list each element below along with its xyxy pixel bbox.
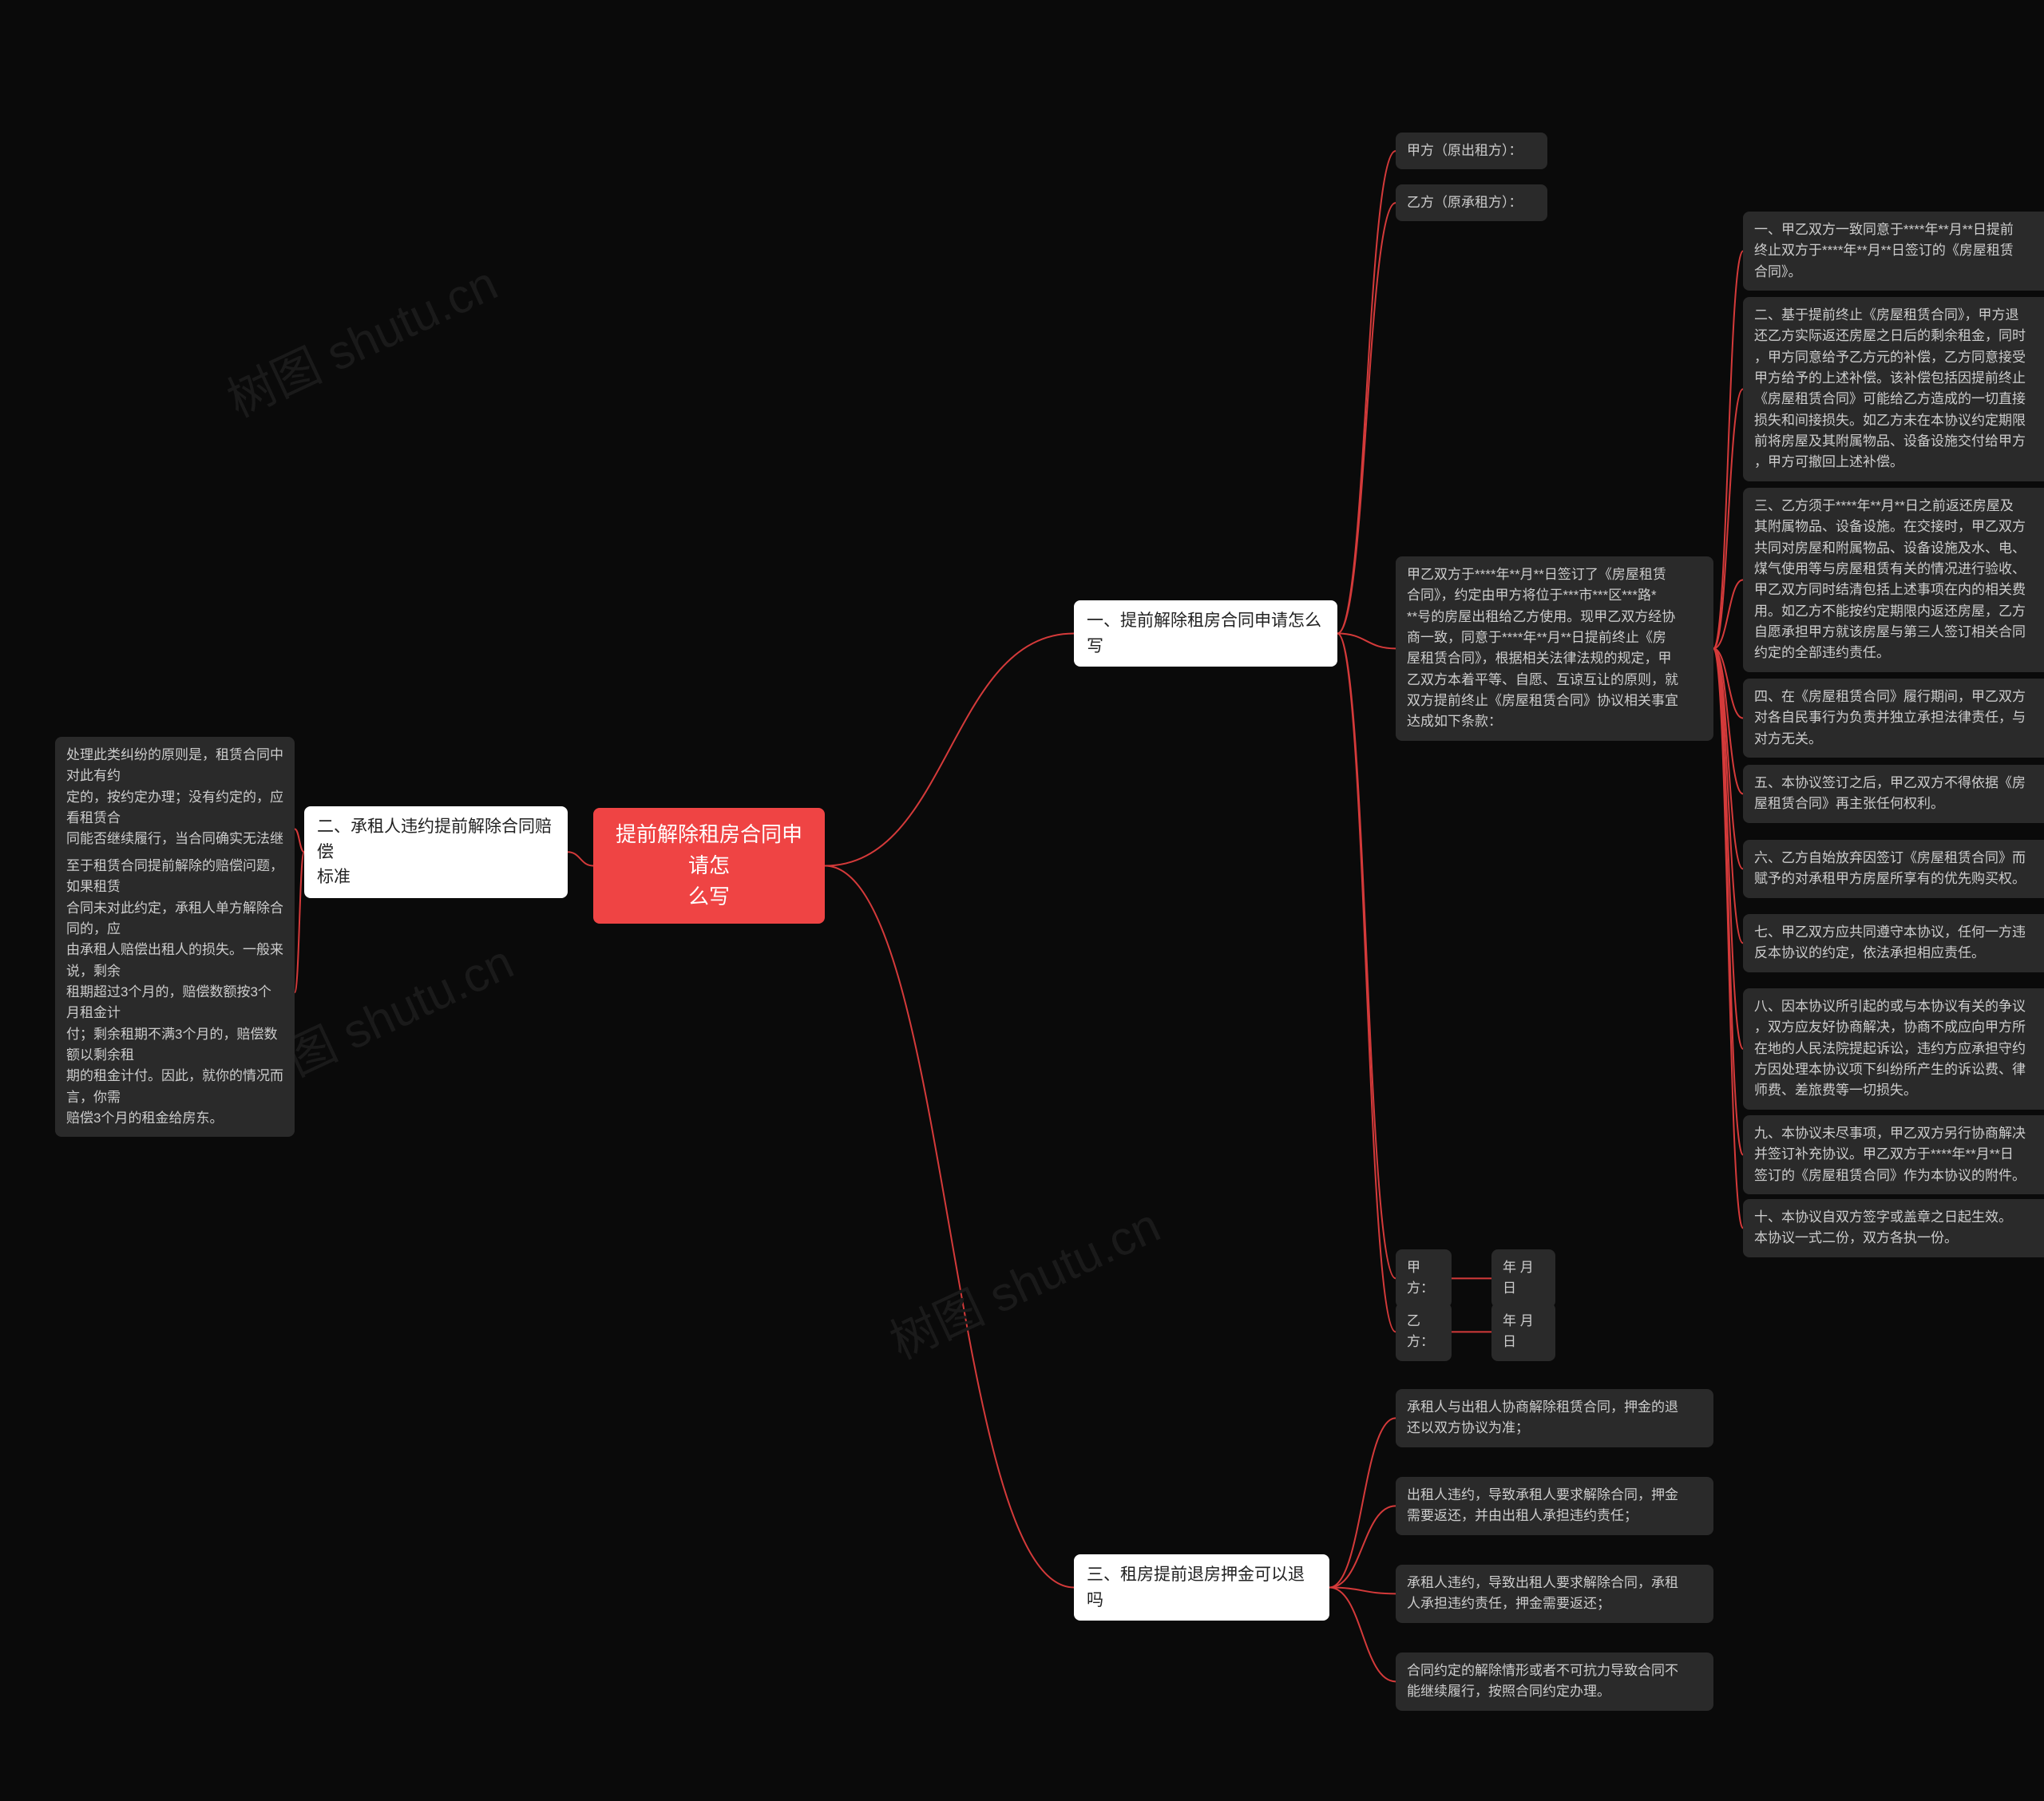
leaf-node[interactable]: 乙方（原承租方）：	[1396, 184, 1547, 221]
connection-line	[1713, 648, 1743, 1048]
leaf-node[interactable]: 乙方：	[1396, 1303, 1452, 1361]
leaf-node[interactable]: 十、本协议自双方签字或盖章之日起生效。 本协议一式二份，双方各执一份。	[1743, 1199, 2044, 1257]
leaf-node[interactable]: 出租人违约，导致承租人要求解除合同，押金 需要返还，并由出租人承担违约责任；	[1396, 1477, 1713, 1535]
leaf-node[interactable]: 承租人违约，导致出租人要求解除合同，承租 人承担违约责任，押金需要返还；	[1396, 1565, 1713, 1623]
leaf-node[interactable]: 三、乙方须于****年**月**日之前返还房屋及 其附属物品、设备设施。在交接时…	[1743, 488, 2044, 672]
leaf-node[interactable]: 七、甲乙双方应共同遵守本协议，任何一方违 反本协议的约定，依法承担相应责任。	[1743, 914, 2044, 972]
connection-line	[1337, 634, 1396, 649]
connection-line	[1713, 648, 1743, 794]
connection-line	[1329, 1588, 1396, 1594]
leaf-node[interactable]: 至于租赁合同提前解除的赔偿问题，如果租赁 合同未对此约定，承租人单方解除合同的，…	[55, 848, 295, 1137]
leaf-node[interactable]: 二、基于提前终止《房屋租赁合同》，甲方退 还乙方实际返还房屋之日后的剩余租金，同…	[1743, 297, 2044, 481]
connection-line	[1713, 648, 1743, 869]
connection-line	[1337, 634, 1396, 1332]
connection-line	[1713, 648, 1743, 718]
connection-line	[295, 852, 304, 992]
leaf-node[interactable]: 承租人与出租人协商解除租赁合同，押金的退 还以双方协议为准；	[1396, 1389, 1713, 1447]
connection-layer	[0, 0, 2044, 1801]
watermark: 树图 shutu.cn	[215, 245, 507, 430]
leaf-node[interactable]: 四、在《房屋租赁合同》履行期间，甲乙双方 对各自民事行为负责并独立承担法律责任，…	[1743, 679, 2044, 758]
branch-node[interactable]: 三、租房提前退房押金可以退吗	[1074, 1554, 1329, 1621]
leaf-node[interactable]: 甲方：	[1396, 1249, 1452, 1308]
connection-line	[1337, 634, 1396, 1279]
connection-line	[1337, 203, 1396, 633]
connection-line	[1713, 580, 1743, 648]
leaf-node[interactable]: 甲方（原出租方）：	[1396, 133, 1547, 169]
root-node: 提前解除租房合同申请怎 么写	[593, 808, 825, 924]
connection-line	[1713, 389, 1743, 648]
connection-line	[1329, 1506, 1396, 1587]
leaf-node[interactable]: 一、甲乙双方一致同意于****年**月**日提前 终止双方于****年**月**…	[1743, 212, 2044, 291]
connection-line	[1713, 648, 1743, 1154]
mindmap-canvas: 树图 shutu.cn树图 shutu.cn树图 shutu.cn提前解除租房合…	[0, 0, 2044, 1801]
connection-line	[825, 866, 1074, 1588]
connection-line	[825, 634, 1074, 866]
connection-line	[1713, 251, 1743, 649]
leaf-node[interactable]: 五、本协议签订之后，甲乙双方不得依据《房 屋租赁合同》再主张任何权利。	[1743, 765, 2044, 823]
leaf-node[interactable]: 年 月 日	[1491, 1303, 1555, 1361]
branch-node[interactable]: 一、提前解除租房合同申请怎么写	[1074, 600, 1337, 667]
leaf-node[interactable]: 九、本协议未尽事项，甲乙双方另行协商解决 并签订补充协议。甲乙双方于****年*…	[1743, 1115, 2044, 1194]
connection-line	[1337, 151, 1396, 633]
leaf-node[interactable]: 六、乙方自始放弃因签订《房屋租赁合同》而 赋予的对承租甲方房屋所享有的优先购买权…	[1743, 840, 2044, 898]
branch-node[interactable]: 二、承租人违约提前解除合同赔偿 标准	[304, 806, 568, 898]
connection-line	[1713, 648, 1743, 943]
connection-line	[295, 829, 304, 852]
leaf-node[interactable]: 八、因本协议所引起的或与本协议有关的争议 ，双方应友好协商解决，协商不成应向甲方…	[1743, 988, 2044, 1110]
watermark: 树图 shutu.cn	[877, 1187, 1170, 1372]
leaf-node[interactable]: 年 月 日	[1491, 1249, 1555, 1308]
leaf-node[interactable]: 甲乙双方于****年**月**日签订了《房屋租赁 合同》，约定由甲方将位于***…	[1396, 556, 1713, 741]
connection-line	[568, 852, 593, 865]
leaf-node[interactable]: 合同约定的解除情形或者不可抗力导致合同不 能继续履行，按照合同约定办理。	[1396, 1653, 1713, 1711]
connection-line	[1329, 1418, 1396, 1587]
connection-line	[1713, 648, 1743, 1228]
connection-line	[1329, 1588, 1396, 1682]
